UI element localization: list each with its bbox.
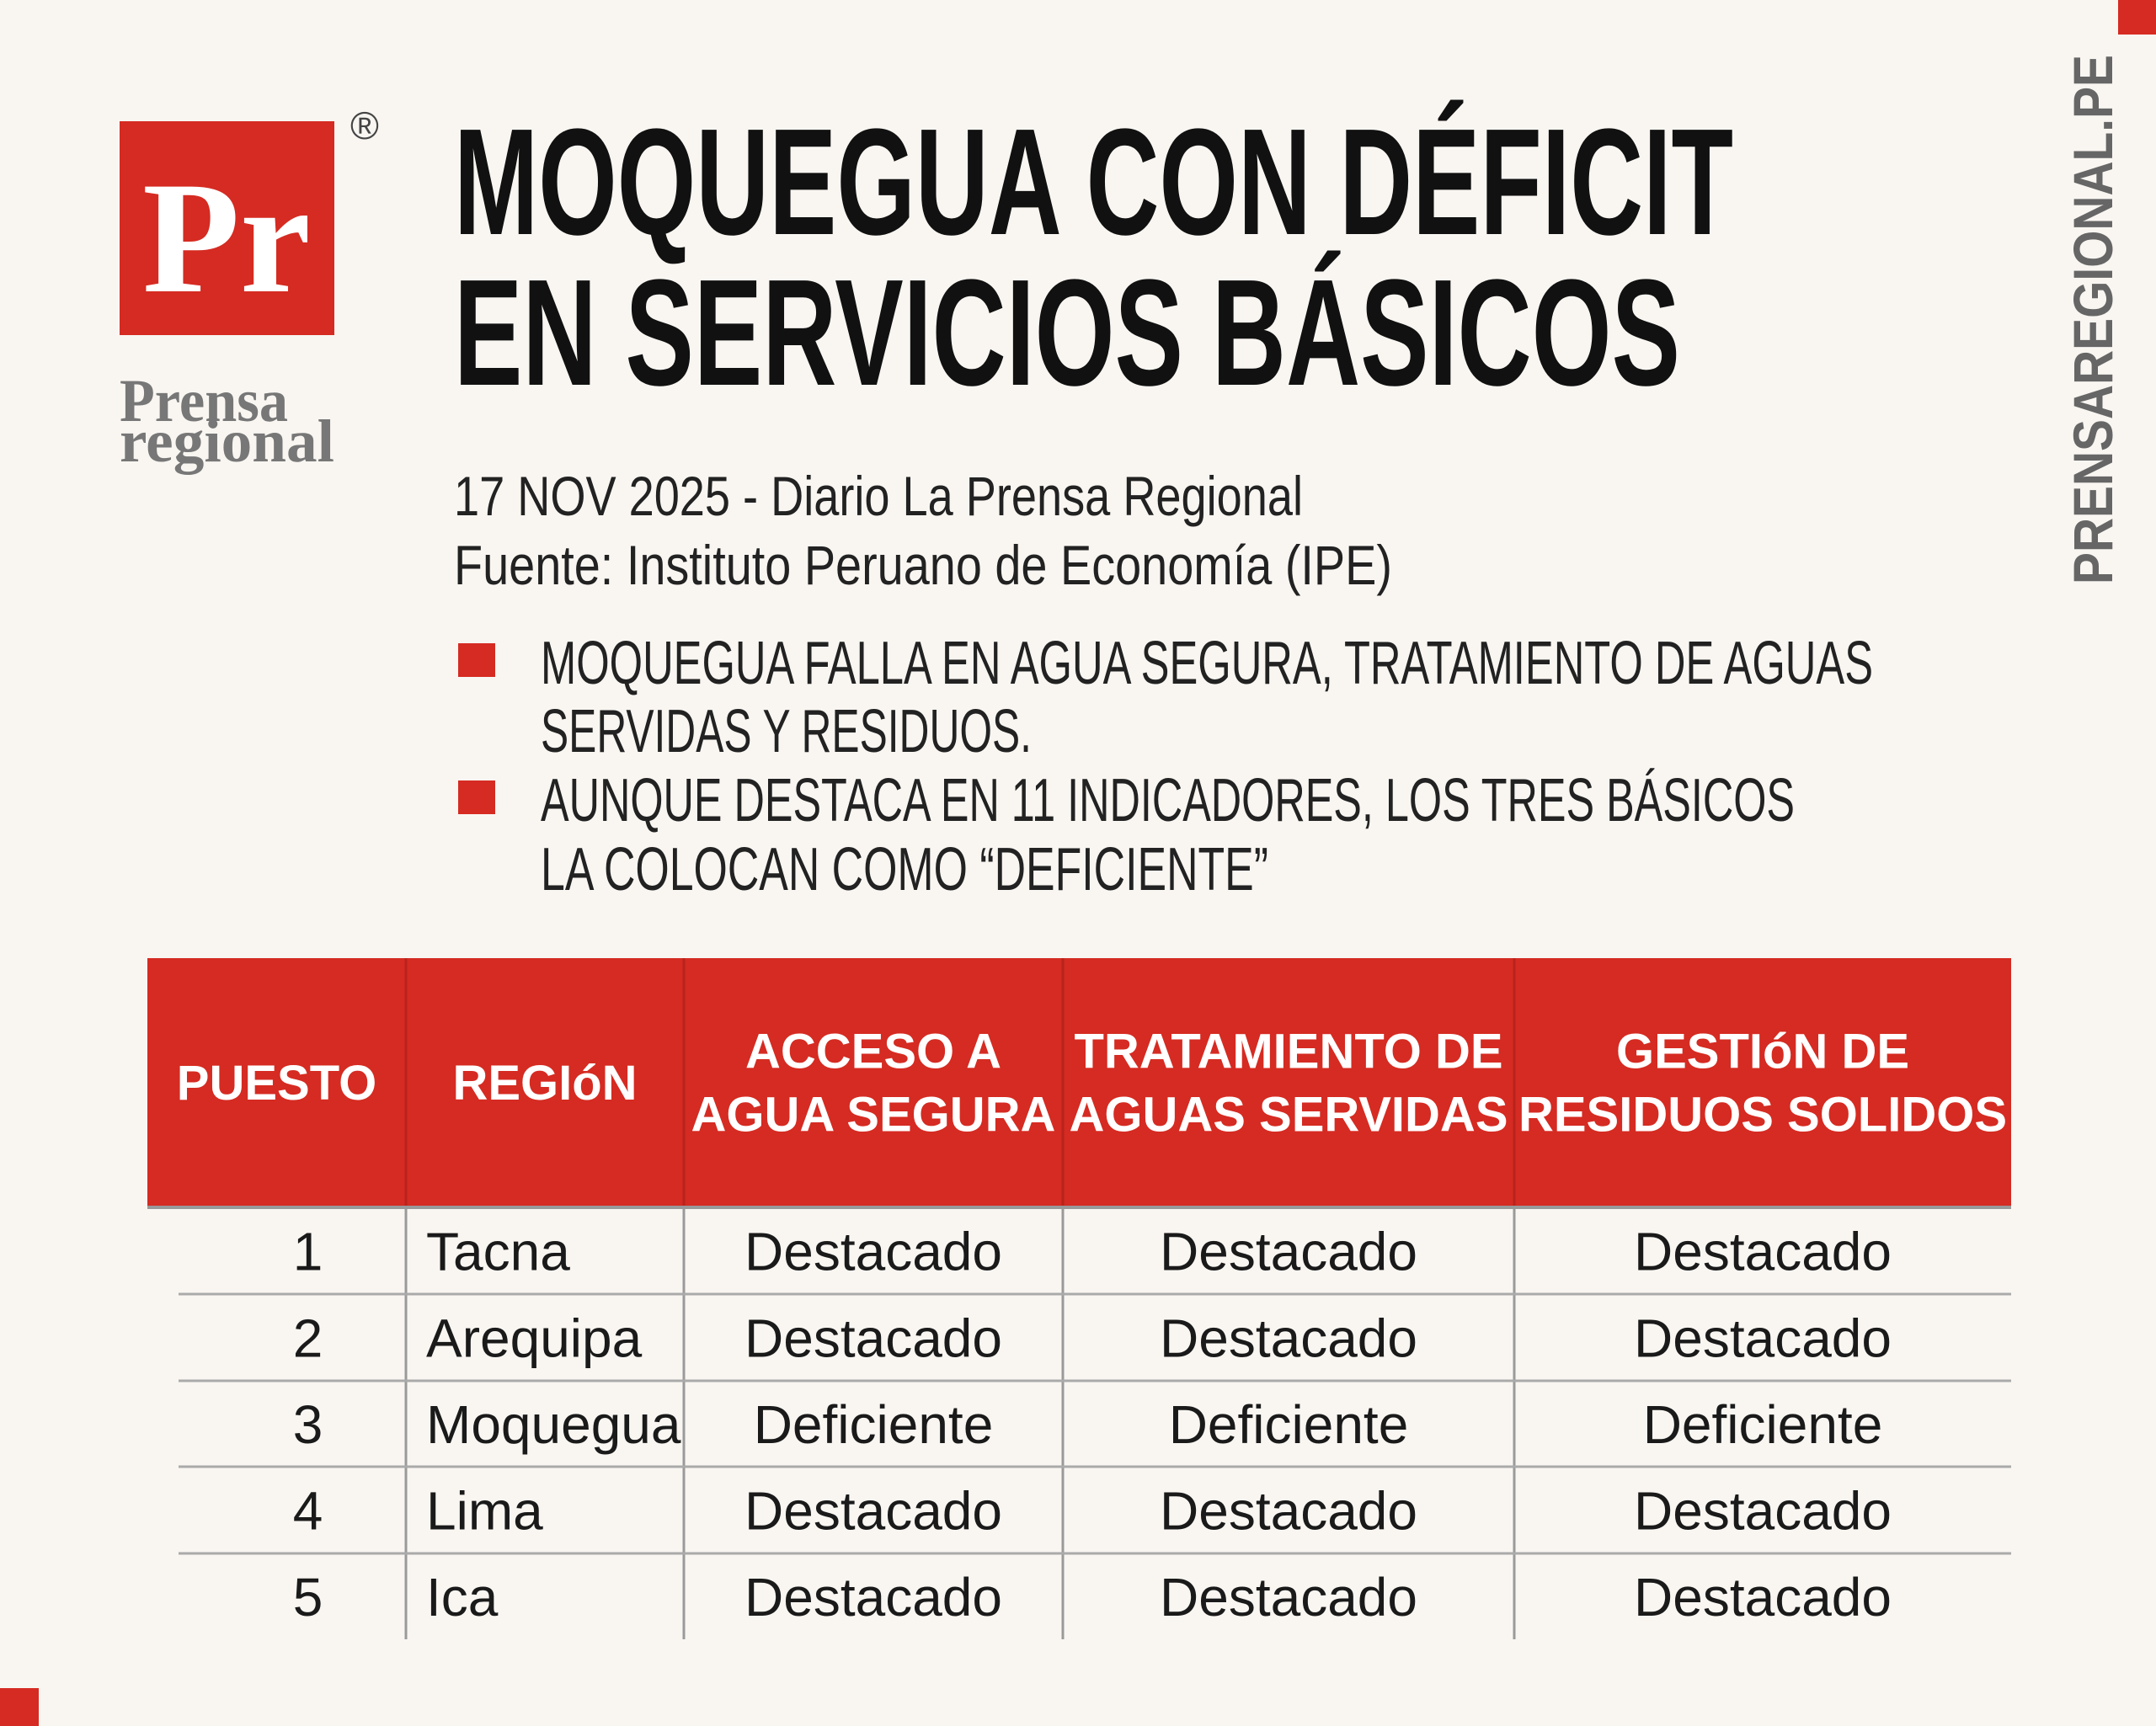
bullet-marker [458,643,495,677]
table-cell: Destacado [1634,1567,1892,1627]
table-header [147,958,2011,1207]
corner-accent [2118,0,2156,35]
title: EN SERVICIOS BÁSICOS [454,248,1680,418]
table-cell: Destacado [744,1222,1002,1282]
table: PUESTO REGIóN ACCESO A AGUA SEGURA TRATAMIEN… [147,958,2011,1639]
bullet-text: LA COLOCAN COMO “DEFICIENTE” [541,836,1268,903]
table-cell: 4 [293,1481,323,1542]
bullet-text: SERVIDAS Y RESIDUOS. [541,698,1032,765]
table-cell: 3 [293,1394,323,1455]
column-header: TRATAMIENTO DE [1074,1025,1502,1079]
bullet-marker [458,780,495,814]
column-header: GESTIóN DE [1616,1025,1909,1079]
bullet-text: AUNQUE DESTACA EN 11 INDICADORES, LOS TR… [541,767,1795,834]
table-cell: Destacado [744,1567,1002,1627]
column-header: PUESTO [177,1056,376,1111]
source: Fuente: Instituto Peruano de Economía (I… [454,534,1392,596]
title: MOQUEGUA CON DÉFICIT [454,98,1733,267]
table-cell: Destacado [1634,1481,1892,1542]
table-cell: Deficiente [754,1394,994,1455]
table-cell: Lima [426,1481,543,1542]
table-cell: Destacado [744,1481,1002,1542]
table-cell: Destacado [1634,1222,1892,1282]
table-cell: Destacado [1160,1567,1417,1627]
table-cell: Destacado [1160,1481,1417,1542]
table-cell: 1 [293,1222,323,1282]
logo-name: regional [120,408,334,475]
table-cell: 5 [293,1567,323,1627]
table-cell: Destacado [1634,1308,1892,1369]
table-cell: Destacado [1160,1222,1417,1282]
table-cell: Moquegua [426,1394,681,1455]
table-cell: 2 [293,1308,323,1369]
table-cell: Deficiente [1169,1394,1409,1455]
column-header: AGUA SEGURA [691,1088,1056,1143]
bullet-text: MOQUEGUA FALLA EN AGUA SEGURA, TRATAMIEN… [541,630,1873,697]
column-header: AGUAS SERVIDAS [1069,1088,1508,1143]
table-cell: Destacado [1160,1308,1417,1369]
logo-name: Prensa [120,367,288,434]
logo-box [120,121,334,335]
column-header: REGIóN [452,1056,637,1111]
dateline: 17 NOV 2025 - Diario La Prensa Regional [454,465,1303,527]
logo-registered: ® [350,104,379,147]
table-cell: Ica [426,1567,499,1627]
table-cell: Tacna [426,1222,570,1282]
corner-accent [0,1688,39,1726]
table-cell: Destacado [744,1308,1002,1369]
side-text: PRENSAREGIONAL.PE [2062,55,2124,584]
table-cell: Arequipa [426,1308,643,1369]
table-cell: Deficiente [1643,1394,1883,1455]
column-header: ACCESO A [745,1025,1001,1079]
logo-mark: Pr [142,150,311,327]
column-header: RESIDUOS SOLIDOS [1518,1088,2007,1143]
